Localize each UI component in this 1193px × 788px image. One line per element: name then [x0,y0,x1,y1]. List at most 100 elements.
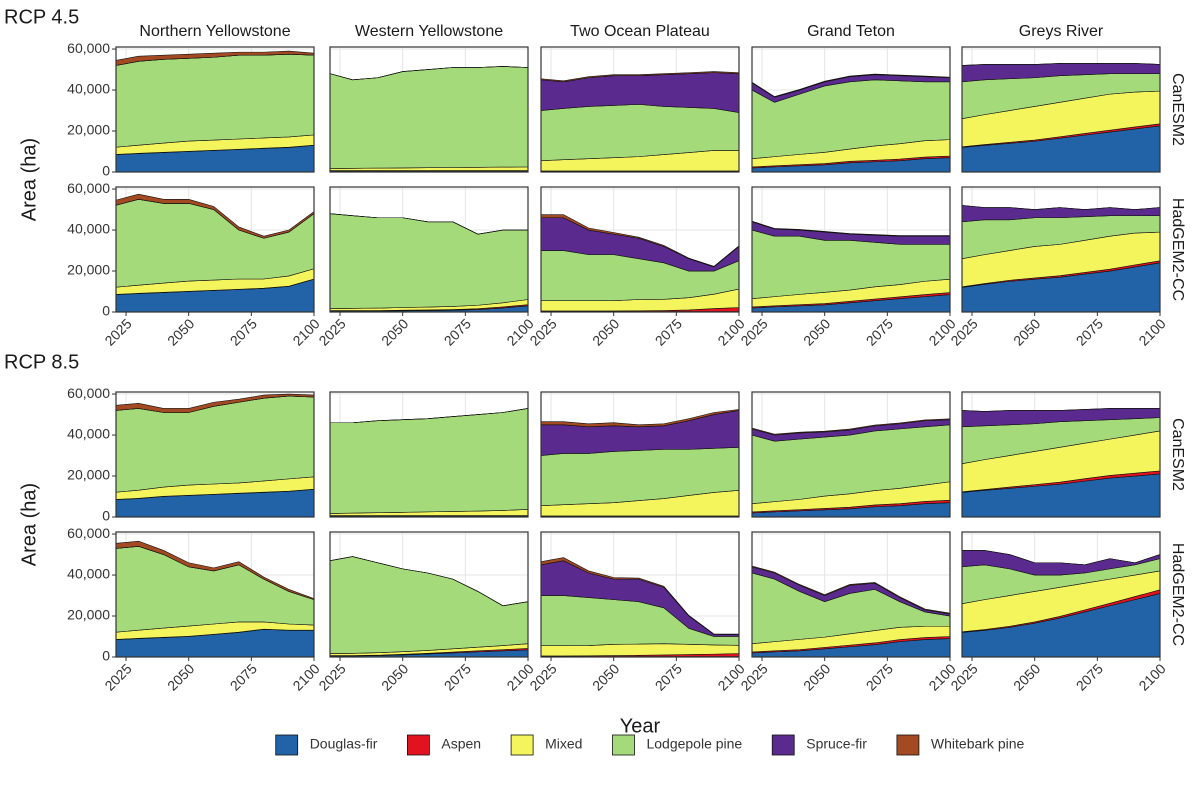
y-tick-label: 20,000 [67,607,110,623]
area-segment [329,66,529,169]
x-tick-label: 2075 [652,315,685,348]
legend-swatch [275,734,299,756]
x-tick-label: 2025 [737,315,770,348]
x-tick-label: 2050 [164,660,197,693]
panel-border [540,531,740,658]
row-label: CanESM2 [1169,418,1186,491]
y-tick-label: 20,000 [67,262,110,278]
legend-label: Whitebark pine [931,736,1025,752]
x-tick-label: 2075 [1073,660,1106,693]
panel-border [115,186,315,313]
panel-border [115,46,315,173]
area-segment [115,395,315,493]
column-header: Northern Yellowstone [139,23,290,40]
y-tick-label: 40,000 [67,221,110,237]
y-tick-label: 20,000 [67,122,110,138]
x-tick-label: 2050 [378,660,411,693]
y-tick-label: 0 [102,508,110,524]
legend-item: Mixed [510,734,582,756]
area-segment [115,53,315,148]
y-axis-title: Area (ha) [18,483,40,566]
area-segment [329,408,529,514]
y-tick-label: 20,000 [67,467,110,483]
legend-item: Lodgepole pine [612,734,742,756]
row-label: HadGEM2-CC [1169,543,1186,646]
legend-item: Whitebark pine [896,734,1025,756]
x-tick-label: 2050 [589,315,622,348]
x-tick-label: 2025 [947,660,980,693]
column-header: Two Ocean Plateau [570,23,710,40]
y-tick-label: 40,000 [67,81,110,97]
area-segment [961,408,1160,412]
x-tick-label: 2050 [164,315,197,348]
panel-border [540,46,740,173]
x-tick-label: 2100 [289,660,322,693]
x-tick-label: 2050 [378,315,411,348]
legend-item: Spruce-fir [771,734,867,756]
panel-border [751,186,951,313]
panel-border [961,186,1161,313]
x-tick-label: 2025 [526,315,559,348]
legend-swatch [771,734,795,756]
panel-border [329,186,529,313]
x-tick-label: 2050 [800,315,833,348]
group-label: RCP 8.5 [4,351,79,373]
x-tick-label: 2025 [737,660,770,693]
y-tick-label: 60,000 [67,525,110,541]
y-tick-label: 0 [102,163,110,179]
legend-label: Lodgepole pine [646,736,742,752]
panel-border [329,531,529,658]
legend-item: Aspen [406,734,481,756]
y-tick-label: 0 [102,303,110,319]
panel-border [329,391,529,518]
x-tick-label: 2050 [589,660,622,693]
panel-border [115,391,315,518]
x-tick-label: 2050 [800,660,833,693]
legend-swatch [510,734,534,756]
legend-swatch [896,734,920,756]
legend-item: Douglas-fir [275,734,378,756]
column-header: Grand Teton [807,23,895,40]
x-tick-label: 2025 [526,660,559,693]
y-tick-label: 40,000 [67,566,110,582]
x-axis-title: Year [620,715,661,737]
group-label: RCP 4.5 [4,6,79,28]
x-tick-label: 2075 [863,315,896,348]
panel-border [961,46,1161,173]
legend-swatch [612,734,635,756]
panel-border [961,391,1161,518]
x-tick-label: 2075 [1073,315,1106,348]
y-tick-label: 60,000 [67,385,110,401]
panel-border [540,391,740,518]
panel-border [329,46,529,173]
x-tick-label: 2075 [441,315,474,348]
panel-border [751,391,951,518]
legend-swatch [406,734,430,756]
x-tick-label: 2050 [1010,660,1043,693]
legend-label: Douglas-fir [310,736,378,752]
y-tick-label: 60,000 [67,40,110,56]
x-tick-label: 2025 [101,315,134,348]
x-tick-label: 2075 [227,315,260,348]
x-tick-label: 2025 [101,660,134,693]
panel-border [540,186,740,313]
legend: Douglas-fir Aspen Mixed Lodgepole pine Spruc… [275,734,1025,756]
x-tick-label: 2100 [289,315,322,348]
panel-border [961,531,1161,658]
x-tick-label: 2075 [863,660,896,693]
y-tick-label: 40,000 [67,426,110,442]
x-tick-label: 2025 [315,315,348,348]
column-header: Greys River [1019,23,1104,40]
row-label: CanESM2 [1169,73,1186,146]
row-label: HadGEM2-CC [1169,198,1186,301]
legend-label: Aspen [441,736,481,752]
x-tick-label: 2025 [315,660,348,693]
x-tick-label: 2075 [652,660,685,693]
area-segment [329,213,528,235]
x-tick-label: 2075 [227,660,260,693]
column-header: Western Yellowstone [355,23,503,40]
y-axis-title: Area (ha) [18,138,40,221]
x-tick-label: 2100 [1135,660,1168,693]
legend-label: Spruce-fir [806,736,867,752]
